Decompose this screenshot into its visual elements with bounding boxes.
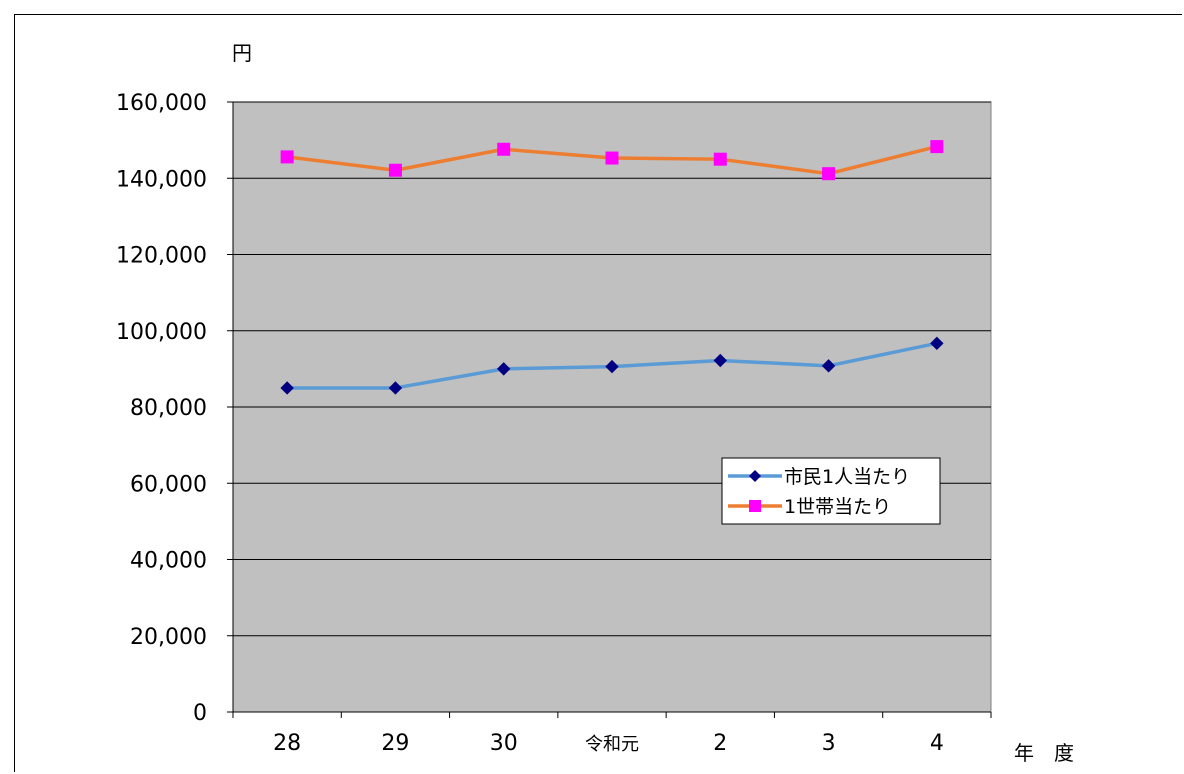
data-point xyxy=(388,163,402,177)
series-group xyxy=(280,140,944,395)
data-point xyxy=(822,167,836,181)
legend-swatch-marker xyxy=(749,470,761,482)
data-point xyxy=(497,142,511,156)
x-axis-ticks: 28 29 30 令和元 2 3 4 xyxy=(232,712,992,756)
legend-swatch-marker xyxy=(749,500,761,512)
y-tick-label: 0 xyxy=(193,701,207,726)
x-tick-label: 28 xyxy=(273,731,301,756)
y-tick-label: 40,000 xyxy=(130,549,207,574)
gridlines xyxy=(233,101,991,637)
y-tick-label: 60,000 xyxy=(130,472,207,497)
x-tick-label: 29 xyxy=(381,731,409,756)
data-point xyxy=(280,150,294,164)
x-axis-label: 年 度 xyxy=(1014,741,1074,765)
data-point xyxy=(605,359,619,374)
y-tick-label: 20,000 xyxy=(130,625,207,650)
y-axis-unit-label: 円 xyxy=(232,41,252,65)
data-point xyxy=(930,140,944,154)
legend-entry: 1世帯当たり xyxy=(784,496,891,518)
data-point xyxy=(821,359,836,373)
chart-frame xyxy=(14,14,1182,772)
x-tick-label: 令和元 xyxy=(585,734,639,755)
data-point xyxy=(930,336,944,351)
legend-entry: 市民1人当たり xyxy=(784,466,910,488)
x-tick-label: 3 xyxy=(822,731,836,756)
data-point xyxy=(713,152,727,166)
legend-box xyxy=(721,457,941,525)
x-tick-label: 30 xyxy=(490,731,518,756)
y-tick-label: 100,000 xyxy=(116,320,207,345)
data-point xyxy=(280,381,294,395)
data-point xyxy=(713,353,727,368)
data-point xyxy=(497,362,511,376)
data-point xyxy=(388,381,403,395)
x-tick-label: 2 xyxy=(713,731,727,756)
y-tick-label: 160,000 xyxy=(116,91,207,116)
data-point xyxy=(605,151,619,165)
y-tick-label: 120,000 xyxy=(116,244,207,269)
y-tick-label: 80,000 xyxy=(130,396,207,421)
y-tick-label: 140,000 xyxy=(116,167,207,192)
legend: 市民1人当たり 1世帯当たり xyxy=(721,457,941,525)
y-axis-ticks: 0 20,000 40,000 60,000 80,000 100,000 120,000 1… xyxy=(116,91,233,726)
x-tick-label: 4 xyxy=(930,731,944,756)
